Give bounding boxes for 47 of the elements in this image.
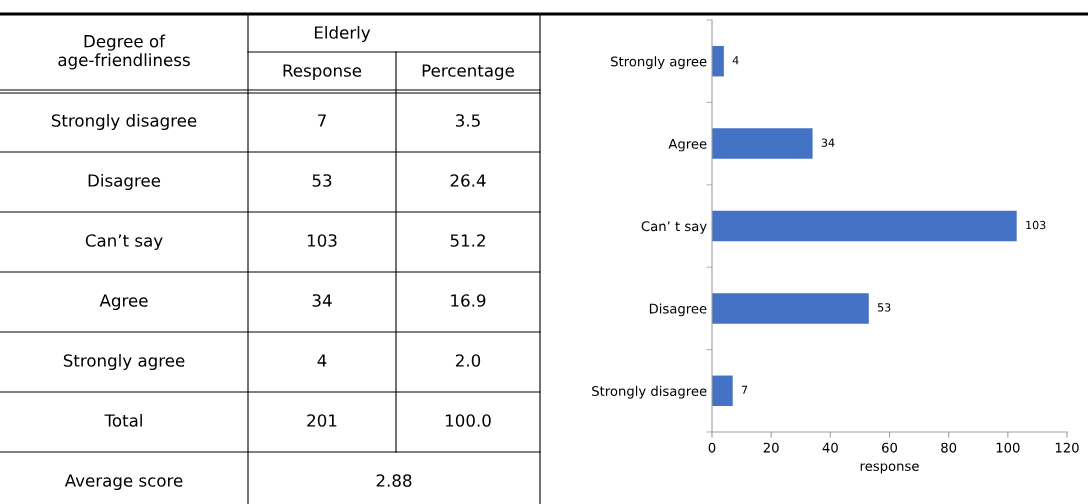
x-tick-label: 80 — [941, 442, 957, 453]
data-label: 3.5 — [456, 114, 480, 127]
data-label: 103 — [1026, 220, 1046, 230]
text: Percentage — [422, 64, 514, 81]
data-label: 2.0 — [455, 354, 481, 367]
data-label: 4 — [317, 354, 327, 367]
x-tick-label: 20 — [763, 442, 779, 453]
data-label: 53 — [877, 303, 891, 312]
y-tick-label: Strongly disagree — [592, 385, 707, 399]
x-tick-label: 120 — [1055, 442, 1079, 453]
category-label: Can’t say — [85, 234, 163, 251]
data-label: 201 — [307, 414, 337, 427]
data-label: 26.4 — [450, 174, 486, 187]
data-label: 51.2 — [450, 234, 485, 247]
data-label: 34 — [821, 138, 835, 147]
y-tick-label: Disagree — [649, 303, 707, 317]
y-tick-label: Agree — [668, 138, 707, 152]
data-label: 100.0 — [445, 414, 491, 427]
bar — [712, 45, 724, 77]
bar — [712, 210, 1017, 242]
data-label: 53 — [312, 174, 332, 187]
y-tick-label: Strongly agree — [611, 56, 707, 69]
text: Degree of age-friendliness — [58, 34, 190, 70]
data-label: 103 — [307, 234, 337, 247]
bar — [712, 128, 813, 159]
x-tick-label: 60 — [882, 442, 898, 453]
data-label: 4 — [732, 56, 739, 65]
category-label: Strongly agree — [63, 353, 185, 371]
y-tick-label: Can’ t say — [641, 221, 707, 234]
x-axis-title: response — [860, 463, 919, 474]
data-label: 34 — [312, 294, 332, 307]
x-tick-label: 100 — [996, 442, 1020, 453]
x-tick-label: 0 — [708, 442, 716, 453]
text: Response — [283, 64, 362, 81]
data-label: 7 — [318, 114, 326, 127]
text: 2.88 — [376, 474, 412, 487]
category-label: Agree — [99, 294, 148, 311]
data-label: 7 — [741, 385, 748, 394]
text: Average score — [64, 474, 183, 491]
text: Elderly — [314, 25, 371, 43]
category-label: Total — [104, 413, 142, 427]
data-label: 16.9 — [451, 294, 486, 307]
bar — [712, 375, 733, 407]
category-label: Disagree — [88, 173, 161, 191]
bar — [712, 293, 869, 324]
x-tick-label: 40 — [822, 442, 838, 453]
category-label: Strongly disagree — [51, 113, 197, 131]
